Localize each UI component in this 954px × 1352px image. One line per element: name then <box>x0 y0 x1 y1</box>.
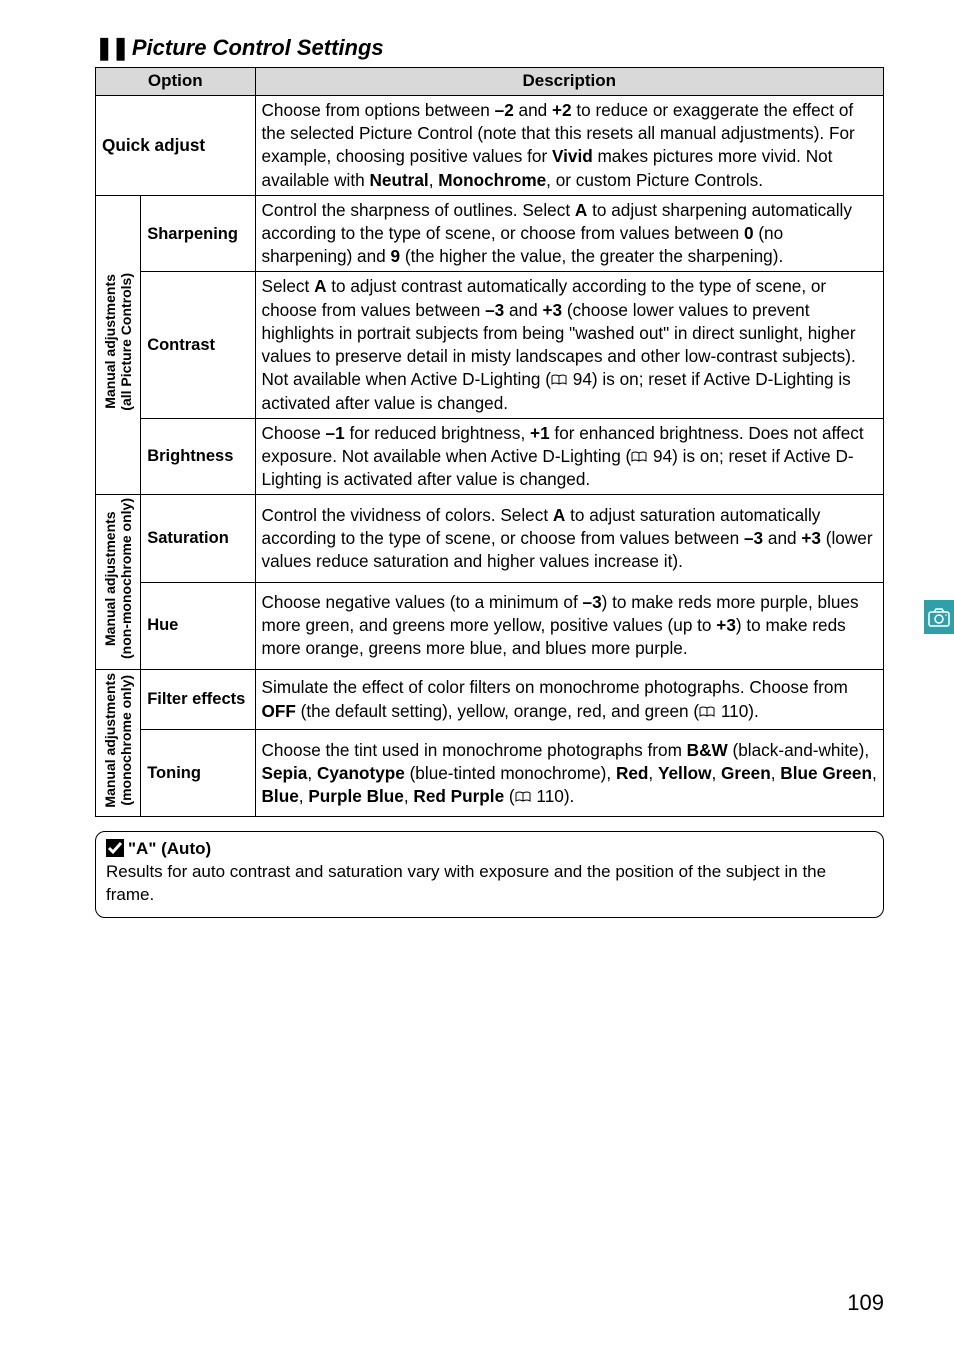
note-box: "A" (Auto) Results for auto contrast and… <box>95 831 884 918</box>
desc-toning: Choose the tint used in monochrome photo… <box>255 730 883 817</box>
header-option: Option <box>96 68 256 96</box>
note-body: Results for auto contrast and saturation… <box>106 861 873 907</box>
desc-contrast: Select A to adjust contrast automaticall… <box>255 272 883 418</box>
check-icon <box>106 839 124 857</box>
camera-icon <box>928 607 950 627</box>
note-title-text: "A" (Auto) <box>128 839 211 858</box>
option-saturation: Saturation <box>141 495 255 582</box>
row-filter: Manual adjustments(monochrome only) Filt… <box>96 669 884 730</box>
desc-filter: Simulate the effect of color filters on … <box>255 669 883 730</box>
option-quick-adjust: Quick adjust <box>96 95 256 195</box>
side-tab <box>924 600 954 634</box>
option-brightness: Brightness <box>141 418 255 495</box>
desc-hue: Choose negative values (to a minimum of … <box>255 582 883 669</box>
row-sharpening: Manual adjustments(all Picture Controls)… <box>96 195 884 272</box>
option-sharpening: Sharpening <box>141 195 255 272</box>
title-text: Picture Control Settings <box>132 35 384 60</box>
row-brightness: Brightness Choose –1 for reduced brightn… <box>96 418 884 495</box>
rot-group2: Manual adjustments(non-monochrome only) <box>96 495 141 669</box>
option-hue: Hue <box>141 582 255 669</box>
rot-group1: Manual adjustments(all Picture Controls) <box>96 195 141 495</box>
desc-saturation: Control the vividness of colors. Select … <box>255 495 883 582</box>
row-contrast: Contrast Select A to adjust contrast aut… <box>96 272 884 418</box>
row-toning: Toning Choose the tint used in monochrom… <box>96 730 884 817</box>
option-contrast: Contrast <box>141 272 255 418</box>
desc-brightness: Choose –1 for reduced brightness, +1 for… <box>255 418 883 495</box>
title-bars: ❚❚ <box>95 35 128 60</box>
desc-quick-adjust: Choose from options between –2 and +2 to… <box>255 95 883 195</box>
option-toning: Toning <box>141 730 255 817</box>
row-quick-adjust: Quick adjust Choose from options between… <box>96 95 884 195</box>
rot-group3: Manual adjustments(monochrome only) <box>96 669 141 817</box>
section-title: ❚❚Picture Control Settings <box>95 35 884 61</box>
row-saturation: Manual adjustments(non-monochrome only) … <box>96 495 884 582</box>
option-filter: Filter effects <box>141 669 255 730</box>
settings-table: Option Description Quick adjust Choose f… <box>95 67 884 817</box>
header-row: Option Description <box>96 68 884 96</box>
desc-sharpening: Control the sharpness of outlines. Selec… <box>255 195 883 272</box>
note-title: "A" (Auto) <box>106 838 873 861</box>
page-number: 109 <box>847 1290 884 1316</box>
header-description: Description <box>255 68 883 96</box>
row-hue: Hue Choose negative values (to a minimum… <box>96 582 884 669</box>
